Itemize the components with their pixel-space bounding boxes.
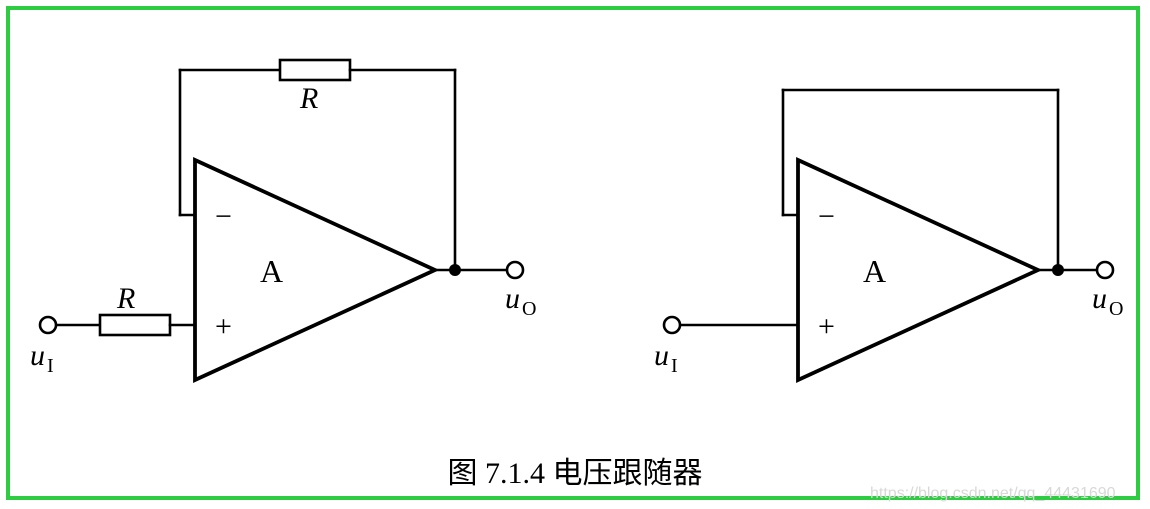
label-uO-left-sub: O bbox=[522, 298, 536, 320]
label-uI-left: u bbox=[30, 339, 45, 372]
watermark-text: https://blog.csdn.net/qq_44431690 bbox=[870, 485, 1116, 503]
label-plus-right: + bbox=[818, 310, 835, 343]
label-uO-right: u bbox=[1092, 282, 1107, 315]
label-uO-left: u bbox=[505, 282, 520, 315]
label-A-left: A bbox=[260, 253, 283, 289]
left-input-terminal bbox=[40, 317, 56, 333]
label-uO-right-sub: O bbox=[1109, 298, 1123, 320]
label-uI-left-sub: I bbox=[47, 355, 54, 377]
left-output-node bbox=[449, 264, 461, 276]
left-output-terminal bbox=[507, 262, 523, 278]
label-plus-left: + bbox=[215, 310, 232, 343]
opamp-right bbox=[798, 160, 1038, 380]
label-minus-left: − bbox=[215, 200, 232, 233]
opamp-left bbox=[195, 160, 435, 380]
right-output-terminal bbox=[1097, 262, 1113, 278]
label-minus-right: − bbox=[818, 200, 835, 233]
label-R-feedback: R bbox=[299, 82, 318, 115]
right-output-node bbox=[1052, 264, 1064, 276]
label-uI-right-sub: I bbox=[671, 355, 678, 377]
circuit-diagram: RRA−+uIuOA−+uIuO bbox=[0, 0, 1150, 509]
label-uI-right: u bbox=[654, 339, 669, 372]
label-A-right: A bbox=[863, 253, 886, 289]
right-input-terminal bbox=[664, 317, 680, 333]
label-R-input: R bbox=[116, 282, 135, 315]
